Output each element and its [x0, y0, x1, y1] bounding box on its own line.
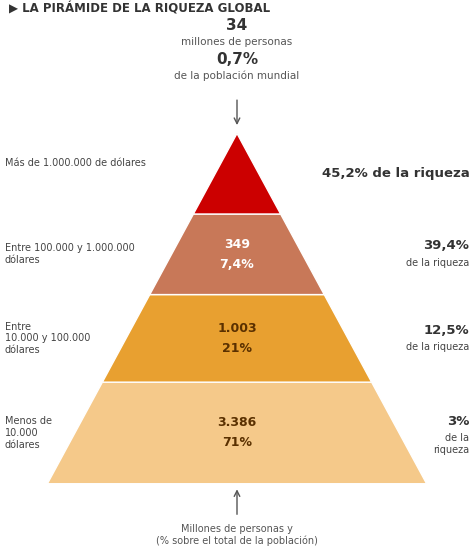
Text: 12,5%: 12,5%: [424, 324, 469, 336]
Text: 7,4%: 7,4%: [219, 258, 255, 271]
Text: Entre 100.000 y 1.000.000
dólares: Entre 100.000 y 1.000.000 dólares: [5, 244, 135, 265]
Text: 45,2% de la riqueza: 45,2% de la riqueza: [321, 167, 469, 180]
Text: 3.386: 3.386: [218, 416, 256, 429]
Text: Menos de
10.000
dólares: Menos de 10.000 dólares: [5, 416, 52, 450]
Polygon shape: [150, 214, 324, 295]
Text: de la riqueza: de la riqueza: [406, 342, 469, 352]
Polygon shape: [102, 295, 372, 382]
Text: 21%: 21%: [222, 342, 252, 355]
Text: Más de 1.000.000 de dólares: Más de 1.000.000 de dólares: [5, 157, 146, 167]
Text: 3%: 3%: [447, 415, 469, 428]
Text: Entre
10.000 y 100.000
dólares: Entre 10.000 y 100.000 dólares: [5, 322, 90, 355]
Text: de la población mundial: de la población mundial: [174, 71, 300, 81]
Polygon shape: [193, 133, 281, 214]
Text: 39,4%: 39,4%: [423, 240, 469, 252]
Polygon shape: [47, 382, 427, 484]
Text: 0,7%: 0,7%: [216, 52, 258, 67]
Text: millones de personas: millones de personas: [182, 37, 292, 47]
Text: 34: 34: [227, 18, 247, 32]
Text: 1.003: 1.003: [217, 322, 257, 335]
Text: 71%: 71%: [222, 436, 252, 449]
Text: Millones de personas y
(% sobre el total de la población): Millones de personas y (% sobre el total…: [156, 524, 318, 546]
Text: de la
riqueza: de la riqueza: [433, 433, 469, 455]
Text: ▶ LA PIRÁMIDE DE LA RIQUEZA GLOBAL: ▶ LA PIRÁMIDE DE LA RIQUEZA GLOBAL: [9, 3, 271, 16]
Text: de la riqueza: de la riqueza: [406, 257, 469, 267]
Text: 349: 349: [224, 238, 250, 251]
